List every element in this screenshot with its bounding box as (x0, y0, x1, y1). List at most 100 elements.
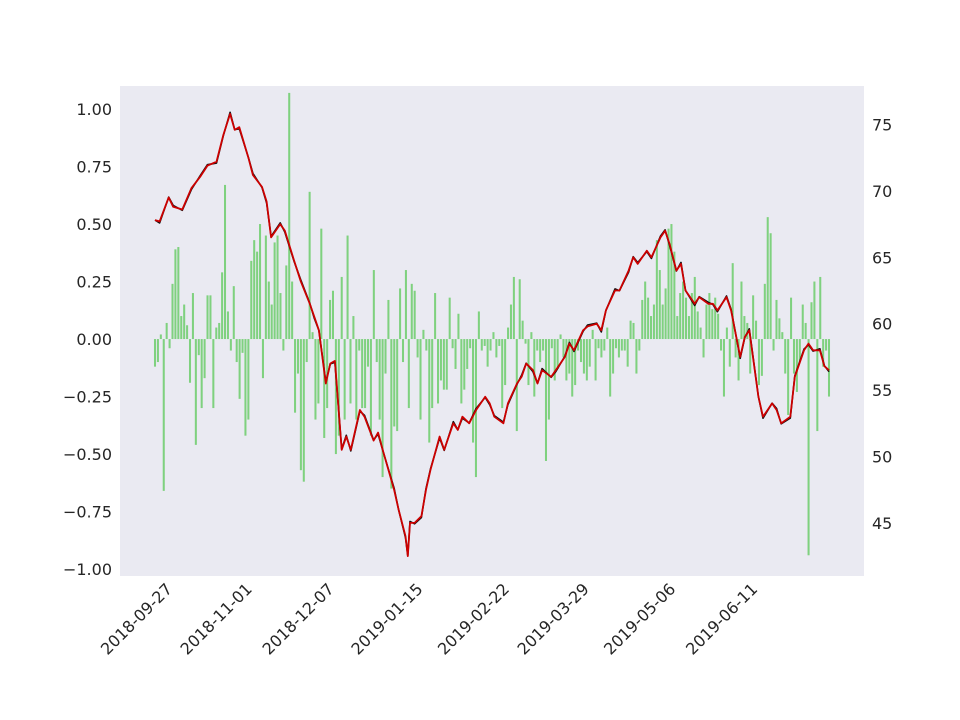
histogram-bar (431, 339, 434, 409)
histogram-bar (212, 339, 215, 409)
histogram-bar (460, 339, 463, 404)
histogram-bar (632, 322, 635, 340)
histogram-bar (717, 313, 720, 340)
histogram-bar (757, 339, 760, 386)
histogram-bar (425, 339, 428, 351)
histogram-bar (755, 320, 758, 340)
histogram-bar (521, 320, 524, 340)
left-y-tick-label: −1.00 (63, 560, 112, 579)
histogram-bar (390, 339, 393, 489)
histogram-bar (810, 302, 813, 340)
histogram-bar (294, 339, 297, 413)
histogram-bar (235, 339, 238, 363)
histogram-bar (416, 339, 419, 358)
red-line (154, 113, 830, 557)
histogram-bar (364, 339, 367, 409)
histogram-bar (197, 339, 200, 356)
histogram-bar (728, 339, 731, 367)
histogram-bar (658, 270, 661, 340)
histogram-bar (480, 339, 483, 351)
histogram-bar (565, 339, 568, 381)
histogram-bar (285, 265, 288, 340)
histogram-bar (772, 339, 775, 351)
histogram-bar (489, 339, 492, 351)
histogram-bar (410, 283, 413, 340)
histogram-bar (693, 276, 696, 340)
histogram-bar (827, 339, 831, 397)
histogram-bar (299, 339, 302, 471)
right-y-tick-label: 75 (872, 116, 892, 135)
histogram-bar (740, 281, 743, 340)
histogram-bar (492, 332, 495, 340)
histogram-bar (226, 311, 229, 340)
histogram-bar (737, 339, 740, 381)
histogram-bar (778, 318, 781, 340)
histogram-bar (673, 251, 676, 340)
histogram-bar (603, 339, 606, 351)
histogram-bar (731, 263, 734, 340)
histogram-bar (428, 339, 431, 443)
left-y-tick-label: 0.00 (76, 330, 112, 349)
histogram-bar (539, 339, 542, 363)
histogram-bar (352, 316, 355, 340)
histogram-bar (650, 316, 653, 340)
histogram-bar (463, 339, 466, 390)
left-y-tick-label: 0.25 (76, 273, 112, 292)
histogram-bar (711, 309, 714, 340)
histogram-bar (457, 313, 460, 340)
histogram-bar (162, 339, 165, 491)
histogram-bar (349, 339, 352, 404)
histogram-bar (422, 329, 425, 340)
histogram-bar (369, 339, 372, 436)
histogram-bar (477, 311, 480, 340)
histogram-bar (486, 339, 489, 367)
histogram-bar (504, 339, 507, 386)
histogram-bar (556, 339, 559, 369)
histogram-bar (544, 339, 547, 461)
histogram-bar (664, 288, 667, 340)
histogram-bar (760, 339, 763, 376)
histogram-bar (792, 339, 796, 374)
histogram-bar (591, 329, 594, 340)
histogram-bar (232, 286, 235, 340)
left-y-tick-label: 0.50 (76, 215, 112, 234)
histogram-bar (571, 339, 574, 397)
histogram-bar (626, 339, 629, 367)
histogram-bar (600, 339, 603, 358)
histogram-bar (174, 249, 177, 340)
histogram-bar (722, 339, 725, 397)
histogram-bar (159, 334, 162, 340)
histogram-bar (308, 191, 311, 340)
histogram-bar (585, 339, 588, 381)
histogram-bar (577, 339, 580, 351)
histogram-bar (507, 327, 510, 340)
histogram-bar (667, 228, 670, 340)
histogram-bar (331, 290, 334, 340)
histogram-bar (699, 327, 702, 340)
histogram-bar (375, 339, 378, 363)
plot-background (120, 86, 864, 576)
histogram-bar (393, 339, 396, 427)
histogram-bar (256, 251, 259, 340)
histogram-bar (346, 235, 349, 340)
histogram-bar (652, 304, 655, 340)
histogram-bar (296, 339, 299, 374)
histogram-bar (311, 332, 314, 340)
histogram-bar (819, 276, 822, 340)
x-tick-label: 2019-05-06 (600, 579, 679, 658)
x-tick-label: 2018-11-01 (177, 579, 256, 658)
histogram-bar (763, 283, 766, 340)
histogram-bar (437, 339, 440, 404)
left-y-tick-label: −0.75 (63, 503, 112, 522)
histogram-bar (682, 281, 685, 340)
histogram-bar (267, 281, 270, 340)
histogram-bar (720, 339, 723, 351)
histogram-bar (647, 297, 650, 340)
histogram-bar (798, 339, 801, 363)
histogram-bar (536, 339, 539, 351)
histogram-bar (153, 339, 157, 367)
histogram-bar (439, 339, 442, 381)
histogram-bar (221, 272, 224, 340)
histogram-bar (434, 293, 437, 340)
